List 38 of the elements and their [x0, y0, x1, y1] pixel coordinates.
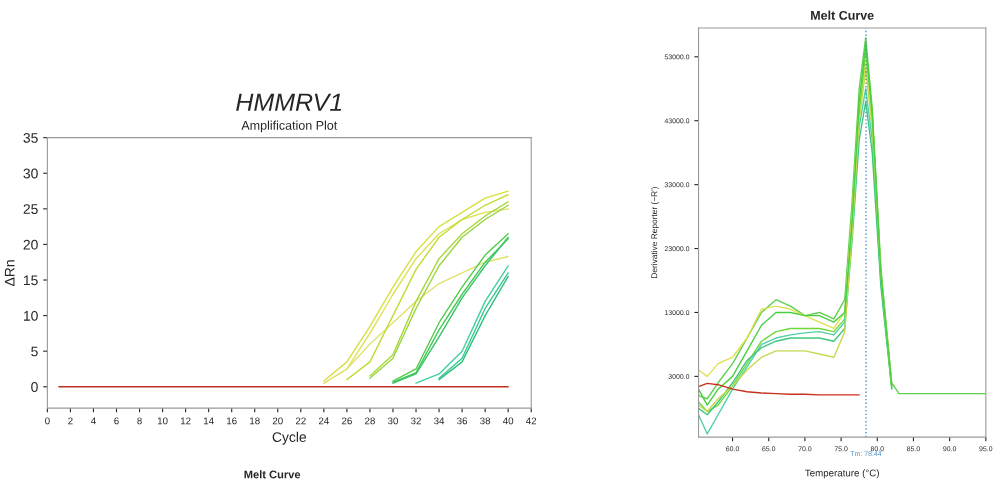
x-tick-label: 4: [90, 417, 96, 425]
x-tick-label: 32: [410, 417, 421, 425]
x-tick-label: 12: [180, 417, 191, 425]
x-tick-label: 6: [114, 417, 119, 425]
x-tick-label: 24: [318, 417, 329, 425]
x-tick-label: 34: [434, 417, 445, 425]
x-tick-label: 8: [137, 417, 142, 425]
x-tick-label: 22: [295, 417, 306, 425]
x-tick-label: 0: [45, 417, 50, 425]
x-axis-title: Temperature (°C): [805, 469, 879, 479]
chart-title: HMMRV1: [236, 93, 342, 111]
x-tick-label: 14: [203, 417, 214, 425]
x-tick-label: 16: [227, 417, 237, 425]
x-tick-label: 40: [502, 417, 514, 425]
y-tick-label: 15: [23, 275, 38, 286]
y-tick-label: 20: [23, 239, 38, 250]
x-tick-label: 42: [526, 417, 537, 425]
x-tick-label: 26: [341, 417, 352, 425]
y-tick-label: 5: [31, 346, 38, 357]
y-tick-label: 35: [23, 132, 38, 143]
x-tick-label: 20: [272, 417, 283, 425]
x-tick-label: 2: [68, 417, 73, 425]
x-tick-label: 38: [480, 417, 491, 425]
x-axis-title: Cycle: [272, 431, 307, 445]
text: Melt Curve: [244, 470, 301, 479]
x-tick-label: 10: [157, 417, 168, 425]
y-tick-label: 0: [31, 382, 38, 392]
y-axis-title: Derivative Reporter (−R'): [651, 187, 659, 278]
x-tick-label: 18: [250, 417, 260, 425]
x-tick-label: 30: [387, 417, 398, 425]
y-axis-title: ΔRn: [4, 260, 15, 286]
chart-title: Melt Curve: [811, 10, 874, 20]
y-tick-label: 30: [23, 168, 38, 179]
x-tick-label: 28: [365, 417, 375, 425]
y-tick-label: 25: [23, 204, 38, 214]
chart-subtitle: Amplification Plot: [241, 120, 338, 133]
x-tick-label: 36: [457, 417, 468, 425]
y-tick-label: 10: [23, 310, 38, 321]
